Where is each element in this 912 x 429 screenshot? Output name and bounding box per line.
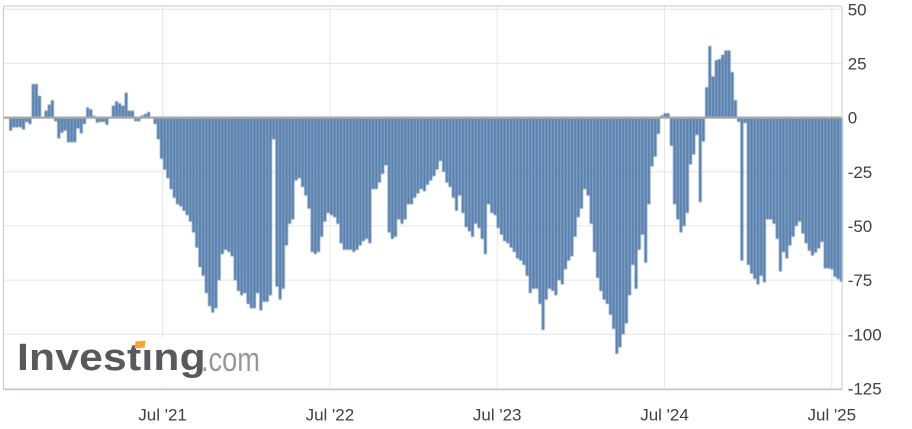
svg-text:Jul '21: Jul '21 — [138, 406, 187, 425]
svg-text:25: 25 — [848, 55, 867, 74]
svg-text:Jul '22: Jul '22 — [306, 406, 355, 425]
svg-text:-50: -50 — [848, 217, 873, 236]
svg-text:0: 0 — [848, 109, 857, 128]
svg-text:-125: -125 — [848, 380, 882, 399]
svg-text:-25: -25 — [848, 163, 873, 182]
svg-text:Jul '25: Jul '25 — [807, 406, 856, 425]
svg-text:Jul '24: Jul '24 — [640, 406, 689, 425]
svg-text:-100: -100 — [848, 325, 882, 344]
svg-text:Jul '23: Jul '23 — [473, 406, 522, 425]
svg-text:50: 50 — [848, 0, 867, 19]
svg-text:-75: -75 — [848, 271, 873, 290]
